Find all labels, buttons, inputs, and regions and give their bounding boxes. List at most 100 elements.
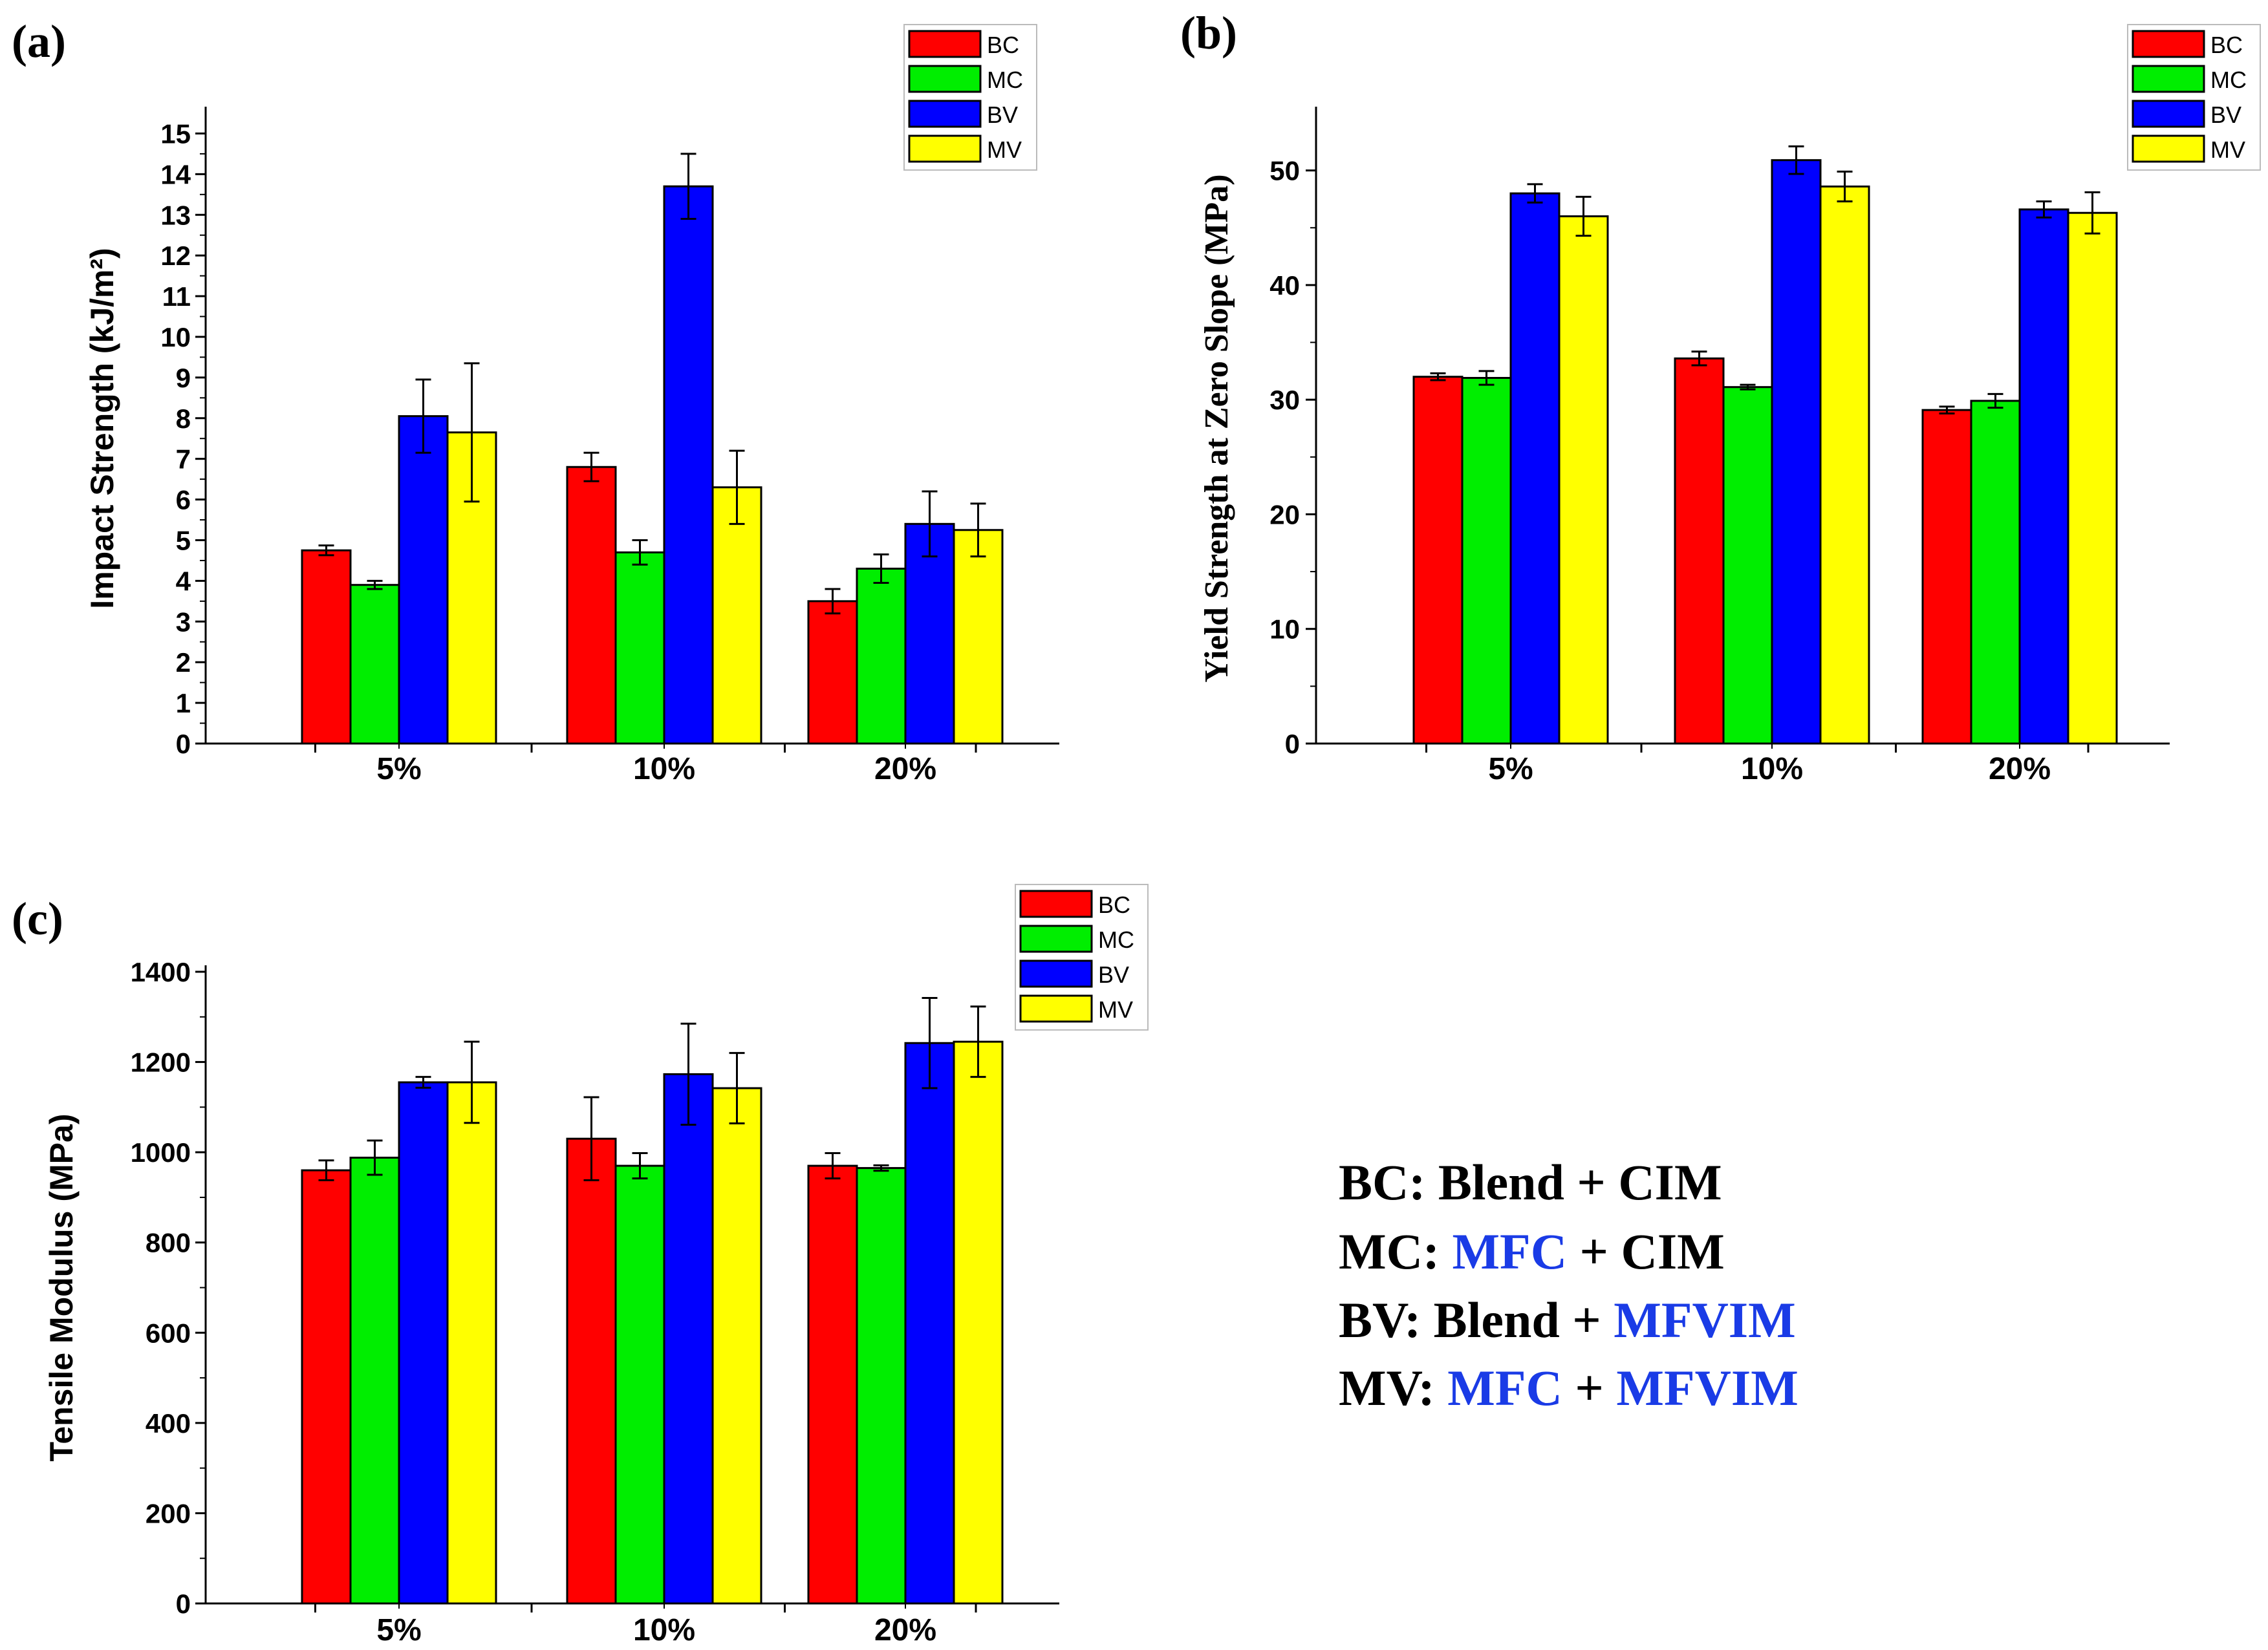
legend: BC MC BV MV xyxy=(2127,24,2261,171)
panel-label: (b) xyxy=(1180,7,1237,59)
y-tick-label: 400 xyxy=(146,1408,191,1439)
legend-swatch-bv xyxy=(908,100,982,128)
y-tick-label: 600 xyxy=(146,1318,191,1348)
y-tick-label: 15 xyxy=(160,118,191,149)
bar-mc-5pct xyxy=(349,1157,400,1605)
panel-label: (c) xyxy=(12,893,63,945)
y-tick-label: 50 xyxy=(1269,156,1300,186)
definition-term-highlight: MFVIM xyxy=(1614,1292,1796,1348)
legend-label-mc: MC xyxy=(2210,67,2247,93)
definition-line: MV: MFC + MFVIM xyxy=(1339,1360,1798,1416)
legend: BC MC BV MV xyxy=(1015,884,1149,1031)
bar-bc-10pct xyxy=(566,466,617,745)
x-category-label: 20% xyxy=(874,752,936,786)
legend-label-bc: BC xyxy=(987,32,1019,58)
bar-mc-20pct xyxy=(856,568,907,745)
y-tick-label: 7 xyxy=(176,444,191,475)
y-tick-label: 0 xyxy=(1285,729,1300,759)
y-tick-label: 14 xyxy=(160,159,191,189)
y-tick-label: 200 xyxy=(146,1498,191,1528)
x-category-label: 10% xyxy=(633,1613,695,1647)
x-category-label: 10% xyxy=(633,752,695,786)
bar-mv-20pct xyxy=(953,1040,1004,1605)
bar-mc-10pct xyxy=(614,1164,665,1605)
definition-term-highlight: MFVIM xyxy=(1616,1360,1798,1416)
x-category-label: 20% xyxy=(1989,752,2051,786)
bar-bc-5pct xyxy=(301,1169,352,1605)
definition-term: BV: Blend + xyxy=(1339,1292,1614,1348)
y-tick-label: 1000 xyxy=(131,1137,191,1168)
y-tick-label: 1 xyxy=(176,688,191,718)
bar-bv-5pct xyxy=(398,1081,449,1605)
definition-term-highlight: MFC xyxy=(1452,1223,1567,1280)
y-tick-label: 800 xyxy=(146,1228,191,1258)
legend-label-bv: BV xyxy=(2210,102,2241,128)
x-category-label: 5% xyxy=(1488,752,1533,786)
bar-mv-20pct xyxy=(953,529,1004,745)
bar-mv-20pct xyxy=(2067,211,2118,745)
definition-line: BV: Blend + MFVIM xyxy=(1339,1292,1796,1348)
legend-label-mv: MV xyxy=(1098,996,1133,1023)
legend-label-bv: BV xyxy=(1098,961,1129,988)
bar-bc-20pct xyxy=(1921,409,1972,745)
legend-swatch-bc xyxy=(908,30,982,58)
definition-term: MV: xyxy=(1339,1360,1447,1416)
x-category-label: 20% xyxy=(874,1613,936,1647)
y-tick-label: 10 xyxy=(160,322,191,352)
y-tick-label: 1400 xyxy=(131,957,191,987)
bar-bv-20pct xyxy=(2018,208,2069,745)
bar-bv-10pct xyxy=(663,1073,714,1605)
legend-swatch-bc xyxy=(1019,890,1093,918)
abbreviation-definitions: BC: Blend + CIM MC: MFC + CIM BV: Blend + … xyxy=(1339,1154,1798,1416)
definition-term: MC: xyxy=(1339,1223,1452,1280)
y-tick-label: 6 xyxy=(176,485,191,515)
legend-swatch-mv xyxy=(1019,994,1093,1023)
bar-mv-5pct xyxy=(1558,215,1609,745)
y-tick-label: 0 xyxy=(176,1589,191,1619)
bar-mc-20pct xyxy=(1970,400,2021,745)
panel-c: (c) 0 200 400 600 800 1000 1200 1400 5% 10% 20% Tens… xyxy=(12,884,1149,1647)
bar-mv-10pct xyxy=(711,486,762,745)
bar-bc-5pct xyxy=(301,549,352,745)
legend-label-mv: MV xyxy=(2210,136,2245,163)
legend-label-mc: MC xyxy=(1098,927,1134,953)
legend-swatch-bc xyxy=(2132,30,2205,58)
legend-swatch-mv xyxy=(908,134,982,163)
legend-swatch-bv xyxy=(1019,959,1093,988)
bar-bc-20pct xyxy=(807,1164,858,1605)
y-tick-label: 30 xyxy=(1269,385,1300,415)
bar-bv-5pct xyxy=(398,415,449,745)
legend-label-mv: MV xyxy=(987,136,1022,163)
y-tick-label: 0 xyxy=(176,729,191,759)
legend-swatch-bv xyxy=(2132,100,2205,128)
y-tick-label: 8 xyxy=(176,403,191,434)
y-tick-label: 9 xyxy=(176,363,191,393)
bar-mv-5pct xyxy=(446,1081,497,1605)
bar-mc-10pct xyxy=(1722,386,1773,745)
x-category-label: 10% xyxy=(1741,752,1803,786)
legend-label-bc: BC xyxy=(1098,892,1130,918)
x-category-label: 5% xyxy=(376,1613,421,1647)
y-tick-label: 4 xyxy=(176,566,191,596)
legend-swatch-mc xyxy=(1019,925,1093,953)
bar-bv-10pct xyxy=(663,185,714,745)
legend-label-bc: BC xyxy=(2210,32,2243,58)
legend-label-bv: BV xyxy=(987,102,1018,128)
legend: BC MC BV MV xyxy=(903,24,1037,171)
definition-term-highlight: MFC xyxy=(1447,1360,1562,1416)
y-tick-label: 20 xyxy=(1269,499,1300,530)
bar-bv-10pct xyxy=(1771,159,1822,745)
bar-bv-5pct xyxy=(1509,192,1561,745)
x-category-label: 5% xyxy=(376,752,421,786)
y-tick-label: 13 xyxy=(160,200,191,230)
legend-label-mc: MC xyxy=(987,67,1023,93)
y-tick-label: 11 xyxy=(162,281,191,312)
definition-line: BC: Blend + CIM xyxy=(1339,1154,1722,1210)
definition-term: + xyxy=(1562,1360,1616,1416)
y-tick-label: 5 xyxy=(176,525,191,555)
legend-swatch-mv xyxy=(2132,134,2205,163)
y-axis-label: Tensile Modulus (MPa) xyxy=(43,1114,80,1462)
panel-label: (a) xyxy=(12,16,66,67)
